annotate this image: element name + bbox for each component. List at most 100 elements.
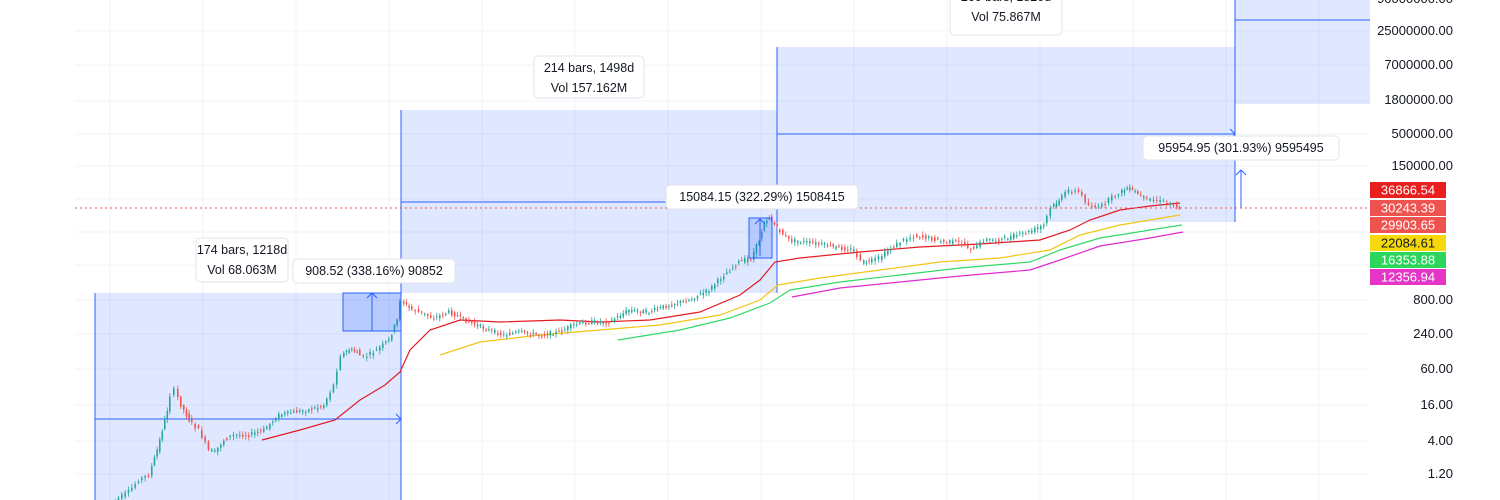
- candle: [332, 384, 335, 393]
- candle: [741, 260, 743, 262]
- candle: [631, 309, 633, 312]
- candle: [797, 241, 799, 243]
- candle: [887, 250, 889, 255]
- candle: [552, 334, 555, 336]
- candle: [788, 236, 790, 239]
- candle: [682, 300, 685, 302]
- y-tick-label: 500000.00: [1392, 126, 1453, 141]
- candle: [1172, 204, 1175, 206]
- range-label-3-text: 260 bars, 1820d: [961, 0, 1051, 4]
- y-tick-label: 1.20: [1428, 466, 1453, 481]
- candle: [424, 313, 426, 315]
- candle: [197, 425, 200, 429]
- candle: [269, 424, 271, 429]
- candle: [151, 466, 153, 476]
- candle: [515, 331, 517, 333]
- candle: [823, 243, 826, 245]
- candle: [753, 251, 755, 260]
- candle: [388, 339, 390, 341]
- candle: [579, 322, 581, 324]
- ma-line-2: [439, 214, 1181, 356]
- candle: [127, 490, 130, 493]
- candle: [758, 241, 760, 245]
- range-label-3-box: [949, 0, 1063, 36]
- ma-line-3: [617, 224, 1183, 341]
- candle: [1123, 190, 1126, 193]
- range-labels: 174 bars, 1218d Vol 68.063M 908.52 (338.16…: [195, 0, 1340, 284]
- price-badge-label: 16353.88: [1381, 253, 1435, 268]
- candle: [906, 239, 908, 242]
- candle: [137, 481, 140, 483]
- candle: [714, 284, 716, 289]
- candle: [865, 262, 868, 264]
- candle: [717, 279, 719, 284]
- candle: [403, 301, 405, 304]
- candle: [596, 321, 599, 324]
- candle: [512, 332, 514, 334]
- candle: [503, 334, 505, 336]
- price-badge-label: 30243.39: [1381, 201, 1435, 216]
- candle: [656, 308, 659, 310]
- candle: [832, 244, 835, 247]
- candle: [871, 258, 873, 263]
- candle: [599, 321, 602, 323]
- candle: [809, 241, 811, 244]
- candle: [931, 237, 933, 241]
- candle: [465, 318, 467, 323]
- candle: [359, 350, 361, 355]
- candle: [1067, 189, 1070, 193]
- price-axis[interactable]: 1.20 4.00 16.00 60.00 240.00 800.00 150000.00 5…: [1377, 0, 1453, 481]
- candle: [229, 435, 231, 438]
- candle: [1111, 195, 1113, 201]
- candle: [448, 310, 450, 313]
- candle: [308, 409, 310, 412]
- candle: [356, 351, 358, 353]
- candle: [662, 305, 665, 309]
- candle: [393, 325, 396, 332]
- candle: [1013, 234, 1015, 239]
- measure-arrow-2-head: [754, 218, 766, 225]
- candle: [720, 279, 722, 281]
- range-box-1: [95, 293, 401, 500]
- candle: [546, 333, 549, 336]
- candle: [214, 450, 216, 452]
- candle: [1016, 235, 1018, 237]
- candle: [555, 331, 557, 335]
- candle: [260, 430, 262, 432]
- candle: [1107, 198, 1110, 203]
- candle: [961, 243, 963, 245]
- candle: [239, 434, 241, 436]
- candle: [812, 241, 814, 243]
- candle: [296, 410, 298, 413]
- candle: [1140, 194, 1142, 196]
- candle: [1143, 196, 1145, 198]
- candle: [1031, 230, 1033, 233]
- candle: [1091, 205, 1093, 208]
- candle: [847, 249, 849, 251]
- candle: [284, 412, 286, 415]
- candle: [992, 239, 994, 241]
- candle: [937, 237, 939, 240]
- candle: [868, 260, 870, 262]
- measure-label-2-text: 15084.15 (322.29%) 1508415: [679, 190, 844, 204]
- candle: [934, 237, 936, 242]
- candle: [1028, 230, 1030, 233]
- candle: [266, 427, 268, 429]
- candle: [372, 353, 375, 356]
- candle: [433, 318, 435, 320]
- candle: [800, 242, 802, 244]
- candle: [177, 388, 179, 398]
- candle: [570, 324, 572, 329]
- candle: [946, 242, 948, 244]
- candle: [169, 396, 171, 412]
- candle: [281, 414, 283, 417]
- candle: [293, 410, 295, 413]
- candle: [405, 302, 408, 305]
- candle: [1129, 187, 1131, 190]
- candle: [856, 250, 858, 258]
- candle: [339, 356, 342, 370]
- candle: [263, 428, 265, 432]
- candle: [925, 235, 927, 239]
- candle: [311, 408, 313, 410]
